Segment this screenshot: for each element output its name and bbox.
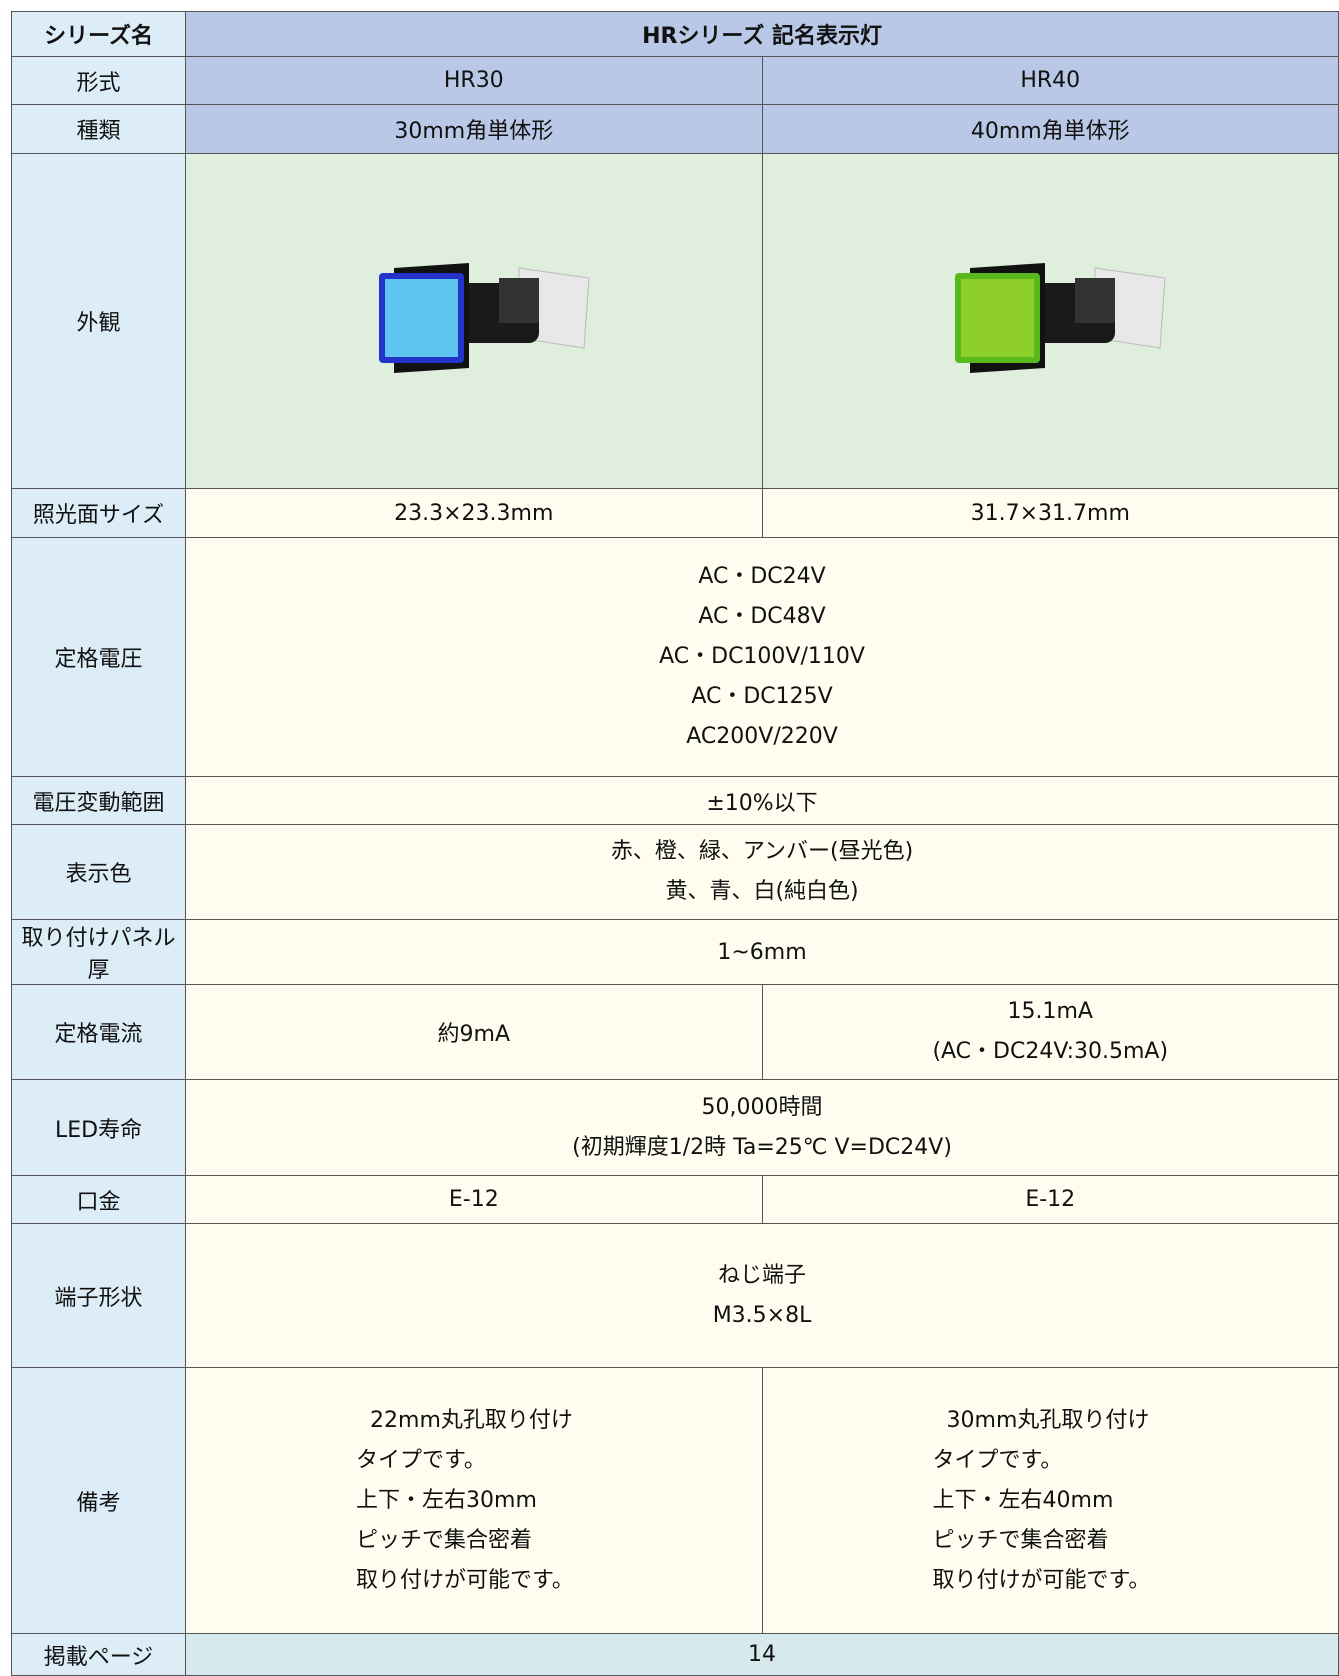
value-cell: ±10%以下 — [185, 776, 1339, 825]
row-label: LED寿命 — [10, 1079, 187, 1176]
cell-text: ピッチで集合密着 — [356, 1527, 533, 1553]
cell-text: AC200V/220V — [686, 724, 838, 749]
cell-text: 23.3×23.3mm — [394, 500, 554, 526]
table-row: 電圧変動範囲 ±10%以下 — [10, 776, 1339, 825]
value-cell: 40mm角単体形 — [761, 104, 1339, 154]
cell-text: HR30 — [443, 68, 504, 93]
value-cell: 22mm丸孔取り付けタイプです。上下・左右30mm ピッチで集合密着取り付けが可能… — [185, 1367, 763, 1634]
value-cell: 30mm角単体形 — [185, 104, 763, 154]
value-cell: 50,000時間 (初期輝度1/2時 Ta=25℃ V=DC24V) — [185, 1079, 1339, 1176]
cell-text: (AC・DC24V:30.5mA) — [932, 1039, 1169, 1064]
table-row: 種類 30mm角単体形 40mm角単体形 — [10, 104, 1339, 154]
product-photo — [955, 263, 1166, 373]
table-row: 照光面サイズ 23.3×23.3mm 31.7×31.7mm — [10, 488, 1339, 538]
table-row: 掲載ページ 14 — [10, 1633, 1339, 1676]
cell-text: AC・DC100V/110V — [659, 644, 865, 669]
row-label: 外観 — [10, 153, 187, 489]
cell-text: 30mm角単体形 — [394, 119, 554, 144]
table-row: LED寿命 50,000時間 (初期輝度1/2時 Ta=25℃ V=DC24V) — [10, 1079, 1339, 1176]
cell-text: 1~6mm — [717, 939, 807, 965]
value-cell: HRシリーズ 記名表示灯 — [185, 11, 1339, 57]
cell-text: HR40 — [1020, 68, 1081, 93]
cell-text: (初期輝度1/2時 Ta=25℃ V=DC24V) — [572, 1134, 952, 1160]
row-label: 掲載ページ — [10, 1633, 187, 1676]
cell-text: 上下・左右40mm — [932, 1487, 1114, 1513]
cell-text: AC・DC125V — [691, 684, 833, 709]
cell-text: M3.5×8L — [712, 1302, 812, 1328]
value-cell: 15.1mA (AC・DC24V:30.5mA) — [761, 984, 1339, 1080]
table-row: シリーズ名 HRシリーズ 記名表示灯 — [10, 11, 1339, 57]
table-row: 定格電圧 AC・DC24V AC・DC48V AC・DC100V/110V AC・DC1… — [10, 537, 1339, 777]
row-label: 取り付けパネル厚 — [10, 919, 187, 985]
cell-text: タイプです。 — [932, 1447, 1063, 1473]
row-label: 定格電圧 — [10, 537, 187, 777]
cell-text: HRシリーズ 記名表示灯 — [642, 24, 882, 49]
row-label: 端子形状 — [10, 1223, 187, 1368]
cell-text: AC・DC48V — [698, 604, 826, 629]
row-label: 表示色 — [10, 824, 187, 920]
cell-text: 22mm丸孔取り付け — [370, 1407, 573, 1433]
cell-text: 約9mA — [437, 1022, 511, 1047]
row-label: 備考 — [10, 1367, 187, 1634]
cell-text: 取り付けが可能です。 — [356, 1567, 574, 1593]
table-row: 表示色 赤、橙、緑、アンバー(昼光色) 黄、青、白(純白色) — [10, 824, 1339, 920]
value-cell: 31.7×31.7mm — [761, 488, 1339, 538]
cell-text: タイプです。 — [356, 1447, 486, 1473]
value-cell: 14 — [185, 1633, 1339, 1676]
cell-text: ±10%以下 — [706, 790, 818, 816]
table-row: 端子形状 ねじ端子 M3.5×8L — [10, 1223, 1339, 1368]
photo-cell — [185, 153, 763, 489]
value-cell: E-12 — [185, 1175, 763, 1224]
row-label: 口金 — [10, 1175, 187, 1224]
table-row: 備考 22mm丸孔取り付けタイプです。上下・左右30mm ピッチで集合密着取り付けが… — [10, 1367, 1339, 1634]
value-cell: ねじ端子 M3.5×8L — [185, 1223, 1339, 1368]
cell-text: 赤、橙、緑、アンバー(昼光色) — [610, 839, 914, 864]
table-row: 外観 — [10, 153, 1339, 489]
value-cell: E-12 — [761, 1175, 1339, 1224]
photo-cell — [761, 153, 1339, 489]
value-cell: 23.3×23.3mm — [185, 488, 763, 538]
value-cell: HR40 — [761, 56, 1339, 105]
cell-text: 31.7×31.7mm — [970, 500, 1130, 526]
cell-text: 50,000時間 — [701, 1094, 823, 1120]
row-label: 定格電流 — [10, 984, 187, 1080]
product-photo — [378, 263, 590, 373]
row-label: 電圧変動範囲 — [10, 776, 187, 825]
table-row: 形式 HR30 HR40 — [10, 56, 1339, 105]
cell-text: 上下・左右30mm — [356, 1487, 537, 1513]
row-label: 照光面サイズ — [10, 488, 187, 538]
cell-text: E-12 — [448, 1187, 499, 1212]
value-cell: AC・DC24V AC・DC48V AC・DC100V/110V AC・DC125V A… — [185, 537, 1339, 777]
row-label: 種類 — [10, 104, 187, 154]
value-cell: 約9mA — [185, 984, 763, 1080]
cell-text: 15.1mA — [1007, 999, 1093, 1024]
spec-table: シリーズ名 HRシリーズ 記名表示灯形式 HR30 HR40 種類 30mm角単体形 40m… — [10, 11, 1339, 1676]
cell-text: ねじ端子 — [718, 1262, 807, 1288]
row-label: 形式 — [10, 56, 187, 105]
cell-text: 30mm丸孔取り付け — [946, 1407, 1150, 1433]
table-row: 取り付けパネル厚 1~6mm — [10, 919, 1339, 985]
cell-text: AC・DC24V — [698, 564, 826, 589]
cell-text: 14 — [748, 1642, 777, 1667]
cell-text: 黄、青、白(純白色) — [665, 879, 859, 904]
value-cell: 30mm丸孔取り付けタイプです。上下・左右40mm ピッチで集合密着取り付けが可能… — [761, 1367, 1339, 1634]
table-row: 定格電流 約9mA 15.1mA (AC・DC24V:30.5mA) — [10, 984, 1339, 1080]
cell-text: 取り付けが可能です。 — [932, 1567, 1151, 1593]
row-label: シリーズ名 — [10, 11, 187, 57]
value-cell: 赤、橙、緑、アンバー(昼光色) 黄、青、白(純白色) — [185, 824, 1339, 920]
value-cell: HR30 — [185, 56, 763, 105]
table-row: 口金 E-12 E-12 — [10, 1175, 1339, 1224]
value-cell: 1~6mm — [185, 919, 1339, 985]
cell-text: ピッチで集合密着 — [932, 1527, 1109, 1553]
cell-text: E-12 — [1025, 1187, 1076, 1212]
cell-text: 40mm角単体形 — [970, 119, 1130, 144]
